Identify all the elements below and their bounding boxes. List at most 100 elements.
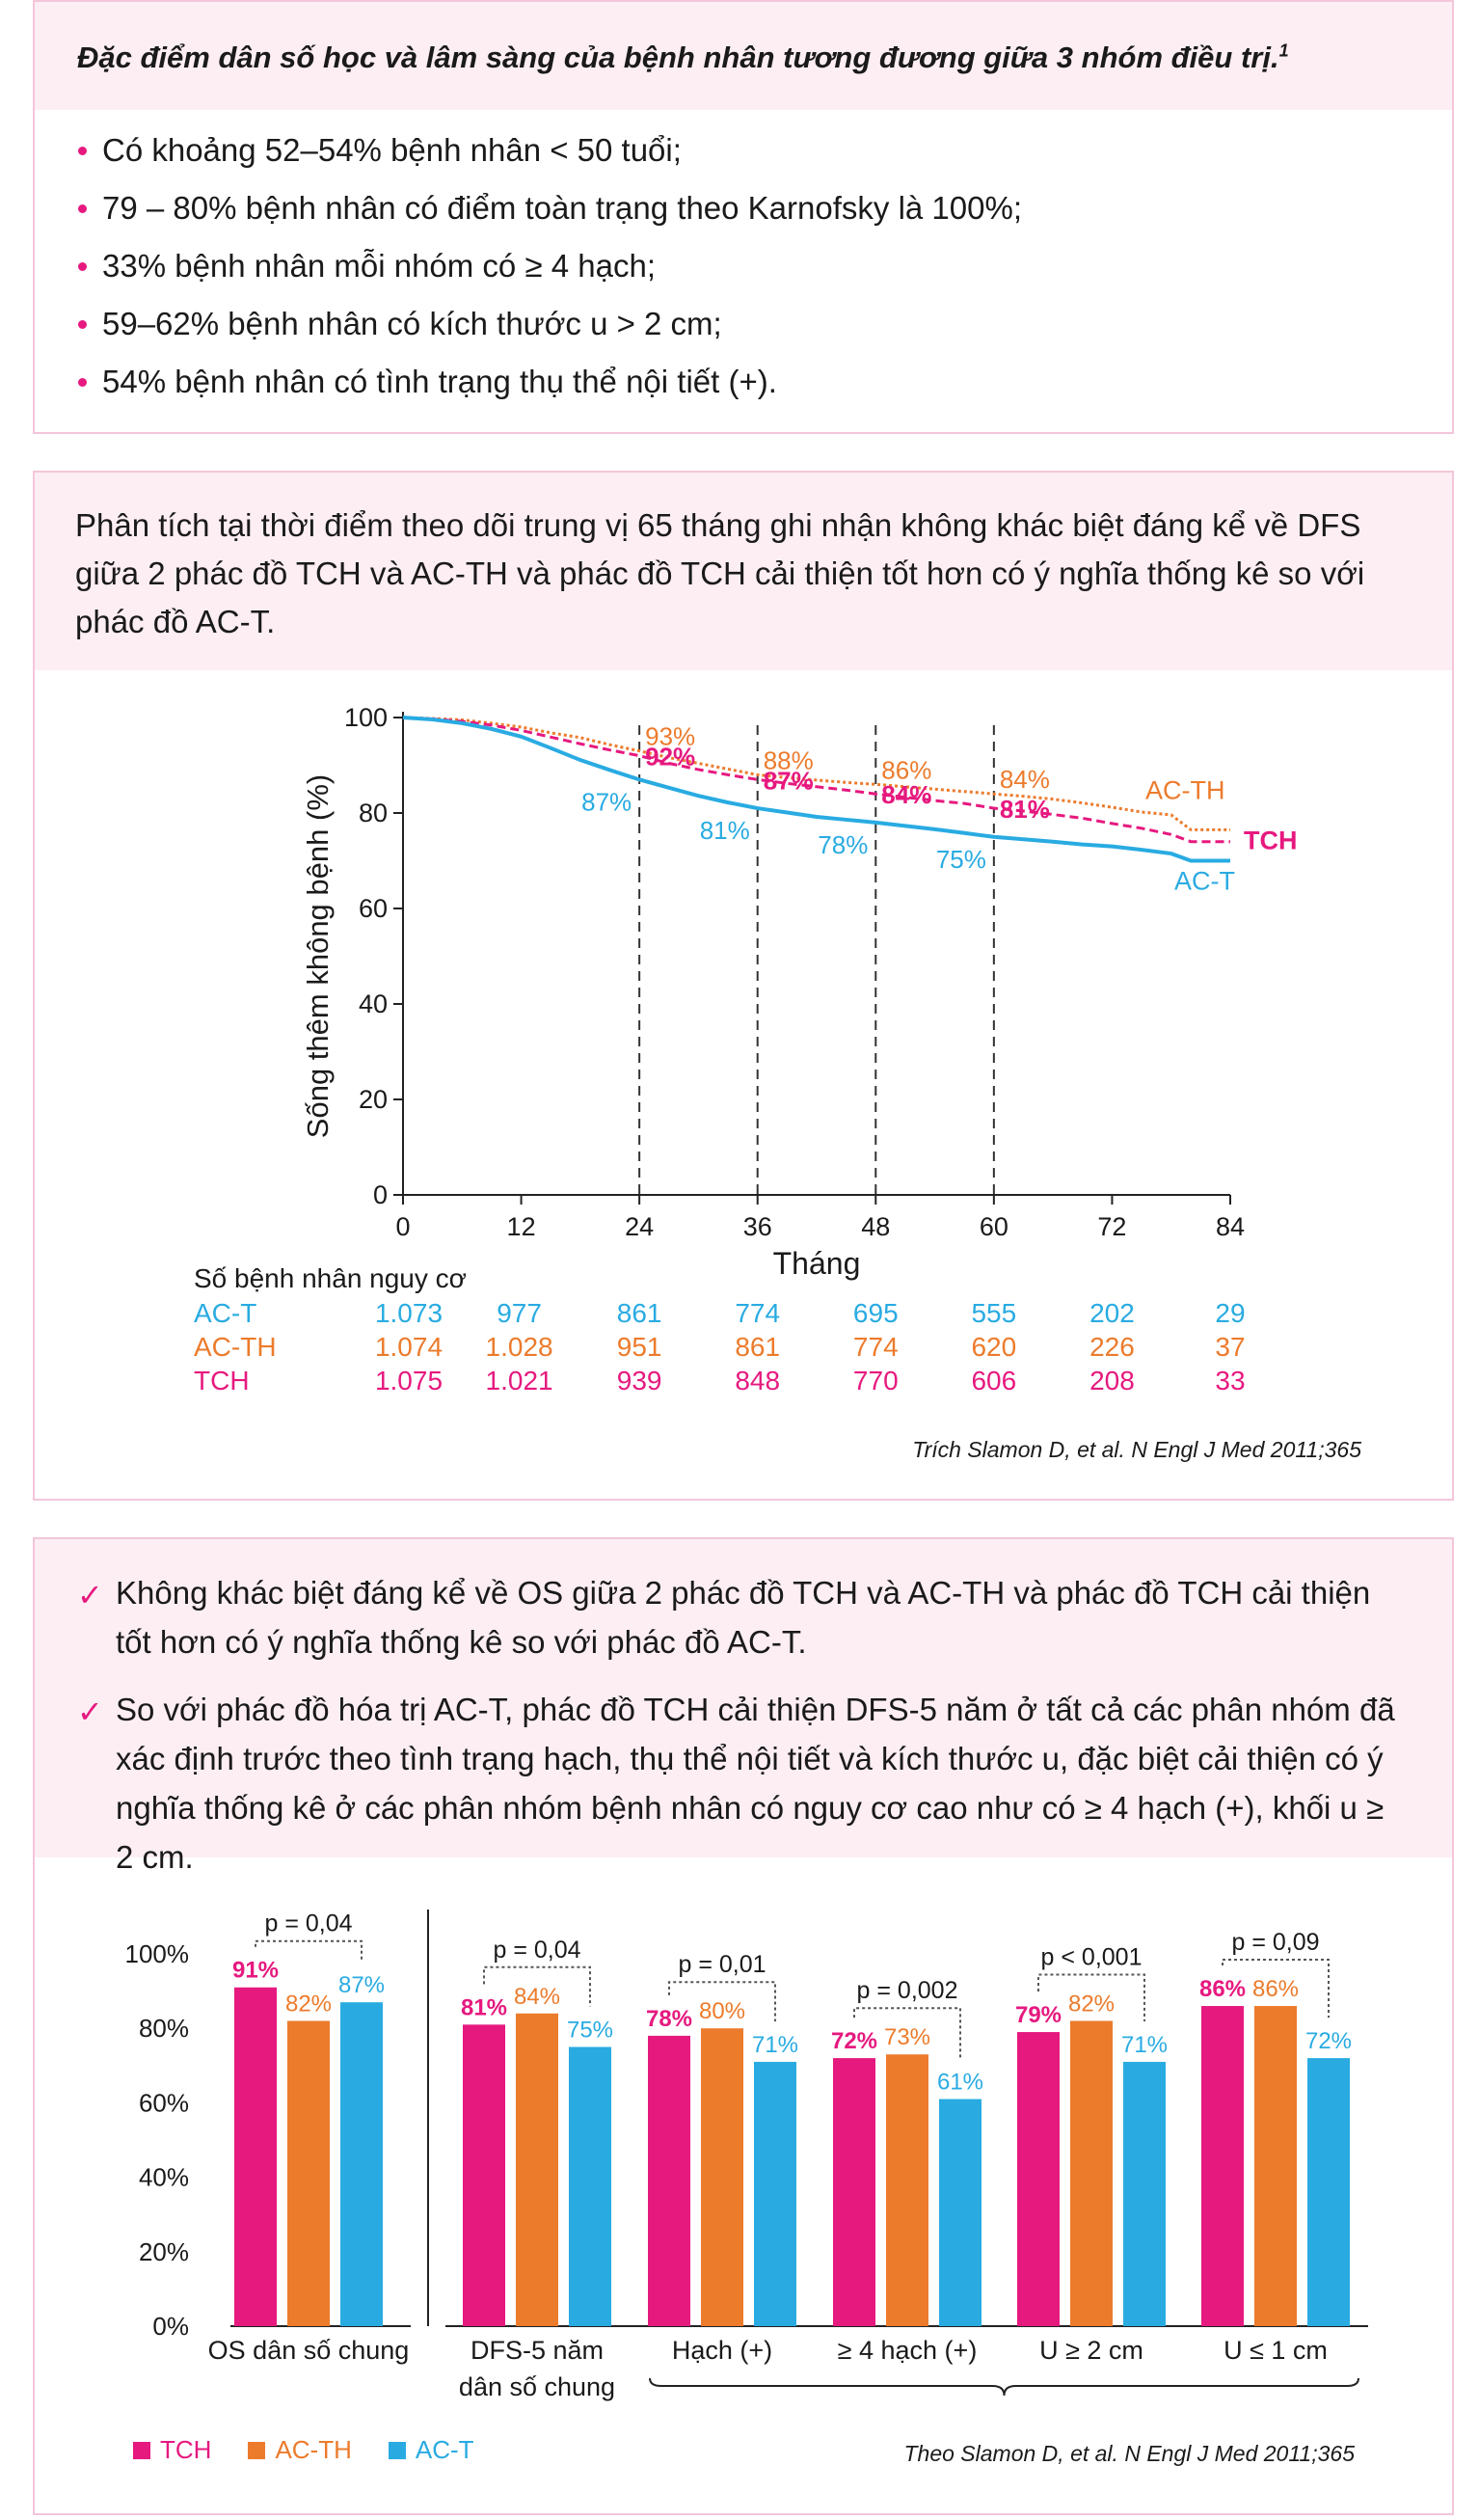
bar-legend: TCH AC-TH AC-T (133, 2435, 474, 2465)
bar-value-label: 80% (699, 1998, 745, 2024)
risk-cell: 29 (1215, 1298, 1245, 1328)
risk-cell: 939 (617, 1366, 662, 1395)
bar-ac-t (1123, 2061, 1166, 2326)
checkmark-icon: ✓ (77, 1578, 103, 1612)
km-series-label: AC-TH (1145, 775, 1225, 804)
km-point-label: 75% (936, 845, 986, 874)
risk-cell: 1.073 (375, 1298, 443, 1328)
bar-value-label: 86% (1252, 1976, 1299, 2002)
list-item: 33% bệnh nhân mỗi nhóm có ≥ 4 hạch; (35, 247, 1452, 285)
bar-ac-th (1070, 2020, 1113, 2326)
bar-ac-t (569, 2046, 611, 2326)
km-point-label: 86% (881, 755, 931, 784)
y-tick-label: 40% (139, 2163, 189, 2192)
bar-tch (1017, 2032, 1060, 2326)
footnote-marker: 1 (1278, 41, 1289, 61)
bar-ac-th (1254, 2006, 1297, 2326)
bullet-icon (78, 204, 87, 213)
pvalue-label: p = 0,002 (857, 1977, 958, 2004)
legend-label: AC-T (415, 2435, 474, 2464)
category-label: U ≤ 1 cm (1224, 2336, 1328, 2365)
y-tick-label: 100% (125, 1939, 190, 1968)
bar-value-label: 71% (752, 2032, 798, 2058)
bar-ac-th (287, 2020, 330, 2326)
bar-ac-t (939, 2099, 982, 2326)
bar-value-label: 79% (1015, 2002, 1062, 2028)
x-tick-label: 60 (980, 1212, 1008, 1241)
pvalue-bracket (483, 1965, 591, 2007)
legend-label: AC-TH (275, 2435, 352, 2464)
bullet-icon (78, 378, 87, 387)
km-point-label: 84% (1000, 765, 1050, 794)
category-label: Hạch (+) (672, 2336, 772, 2365)
bar-tch (463, 2024, 505, 2326)
y-tick-label: 20 (359, 1085, 388, 1114)
bar-value-label: 86% (1199, 1976, 1246, 2002)
km-series-label: TCH (1244, 826, 1298, 855)
legend-swatch (388, 2441, 406, 2459)
dfs-intro-text: Phân tích tại thời điểm theo dõi trung v… (75, 507, 1365, 639)
km-series-label: AC-T (1174, 867, 1235, 896)
finding-text: So với phác đồ hóa trị AC-T, phác đồ TCH… (116, 1692, 1395, 1875)
bar-value-label: 61% (937, 2070, 983, 2096)
risk-cell: 33 (1215, 1366, 1245, 1395)
risk-cell: 620 (971, 1332, 1016, 1362)
pvalue-label: p < 0,001 (1041, 1943, 1143, 1970)
km-chart: 0 20 40 60 80 100 0 12 24 36 48 60 72 84 Tháng Sống thê… (194, 703, 1298, 1395)
y-tick-label: 100 (344, 703, 388, 732)
risk-cell: 861 (617, 1298, 662, 1328)
risk-cell: 848 (735, 1366, 780, 1395)
x-tick-label: 72 (1097, 1212, 1126, 1241)
category-label: ≥ 4 hạch (+) (838, 2336, 978, 2365)
risk-table-title: Số bệnh nhân nguy cơ (194, 1263, 467, 1293)
bar-tch (648, 2035, 690, 2326)
legend-item-acth: AC-TH (248, 2435, 352, 2465)
x-tick-label: 24 (625, 1212, 654, 1241)
bar-value-label: 72% (1305, 2028, 1352, 2054)
km-point-label: 84% (881, 780, 931, 809)
bar-tch (234, 1987, 277, 2326)
y-tick-label: 80% (139, 2014, 189, 2043)
bar-value-label: 82% (285, 1991, 332, 2017)
pvalue-label: p = 0,01 (678, 1951, 766, 1978)
legend-swatch (248, 2441, 266, 2459)
bullet-icon (78, 147, 87, 155)
risk-cell: 202 (1089, 1298, 1135, 1328)
finding-item: ✓ Không khác biệt đáng kể về OS giữa 2 p… (35, 1568, 1408, 1666)
dfs-intro-box: Phân tích tại thời điểm theo dõi trung v… (35, 473, 1452, 670)
pvalue-bracket (1222, 1959, 1330, 2019)
list-item: 54% bệnh nhân có tình trạng thụ thể nội … (35, 363, 1452, 401)
list-item-text: 33% bệnh nhân mỗi nhóm có ≥ 4 hạch; (102, 248, 656, 284)
km-point-label: 78% (818, 830, 868, 859)
risk-cell: 1.074 (375, 1332, 443, 1362)
y-tick-label: 60 (359, 894, 388, 923)
km-curve-tch (402, 716, 1230, 844)
x-tick-label: 36 (743, 1212, 772, 1241)
risk-cell: 555 (971, 1298, 1016, 1328)
demographics-header: Đặc điểm dân số học và lâm sàng của bệnh… (35, 2, 1452, 110)
y-tick-label: 0 (373, 1180, 388, 1209)
km-point-label: 87% (764, 766, 814, 795)
km-point-label: 93% (645, 722, 695, 751)
dfs-citation: Trích Slamon D, et al. N Engl J Med 2011… (912, 1437, 1361, 1462)
x-tick-label: 12 (507, 1212, 536, 1241)
risk-cell: 1.021 (486, 1366, 553, 1395)
dfs-card: Phân tích tại thời điểm theo dõi trung v… (33, 471, 1454, 1501)
risk-row-label: AC-T (194, 1298, 256, 1328)
bar-value-label: 72% (831, 2028, 877, 2054)
bullet-icon (78, 320, 87, 329)
risk-cell: 208 (1089, 1366, 1135, 1395)
category-label: dân số chung (459, 2372, 615, 2401)
risk-cell: 1.075 (375, 1366, 443, 1395)
risk-cell: 226 (1089, 1332, 1135, 1362)
legend-swatch (133, 2441, 150, 2459)
finding-item: ✓ So với phác đồ hóa trị AC-T, phác đồ T… (35, 1685, 1408, 1882)
bar-value-label: 71% (1121, 2032, 1168, 2058)
km-curve-ac-t (402, 716, 1230, 863)
risk-row-label: TCH (194, 1366, 250, 1395)
y-tick-label: 80 (359, 799, 388, 827)
risk-cell: 770 (853, 1366, 899, 1395)
category-label: U ≥ 2 cm (1039, 2336, 1143, 2365)
risk-row-label: AC-TH (194, 1332, 277, 1362)
list-item-text: 59–62% bệnh nhân có kích thước u > 2 cm; (102, 306, 722, 341)
